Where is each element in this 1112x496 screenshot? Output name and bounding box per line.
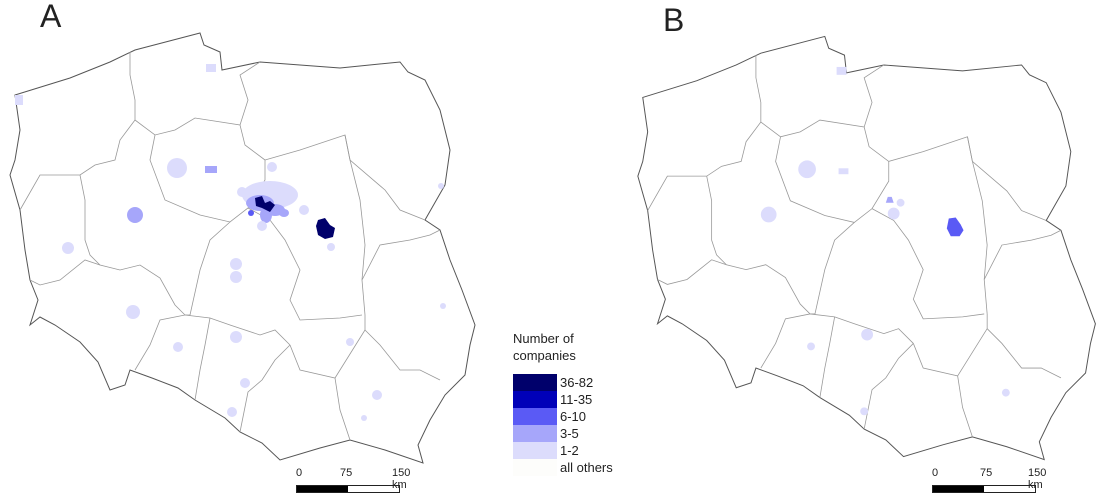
- company-areas-panel-b: [760, 66, 1010, 416]
- legend-title: Number of companies: [513, 331, 576, 363]
- legend-row-36-82: 36-82: [513, 374, 613, 391]
- panel-b-label: B: [663, 2, 685, 38]
- legend-row-11-35: 11-35: [513, 391, 613, 408]
- scale-bar-panel-b: 0 75 150 km: [932, 467, 1047, 493]
- legend-swatch: [513, 391, 557, 408]
- legend-swatch: [513, 425, 557, 442]
- panel-a-label: A: [40, 0, 62, 34]
- company-areas-panel-a: [15, 64, 446, 421]
- map-panel-a: [9, 32, 476, 464]
- legend-swatch: [513, 459, 557, 476]
- legend-row-3-5: 3-5: [513, 425, 613, 442]
- poland-outline: [637, 35, 1096, 461]
- legend-swatch: [513, 408, 557, 425]
- legend-swatch: [513, 442, 557, 459]
- legend-row-1-2: 1-2: [513, 442, 613, 459]
- map-panel-b: [637, 35, 1096, 461]
- poland-outline: [9, 32, 476, 464]
- legend-row-all-others: all others: [513, 459, 613, 476]
- legend-swatch: [513, 374, 557, 391]
- scale-bar-panel-a: 0 75 150 km: [296, 467, 411, 493]
- legend-row-6-10: 6-10: [513, 408, 613, 425]
- legend: Number of companies 36-82 11-35 6-10 3-5…: [513, 330, 613, 476]
